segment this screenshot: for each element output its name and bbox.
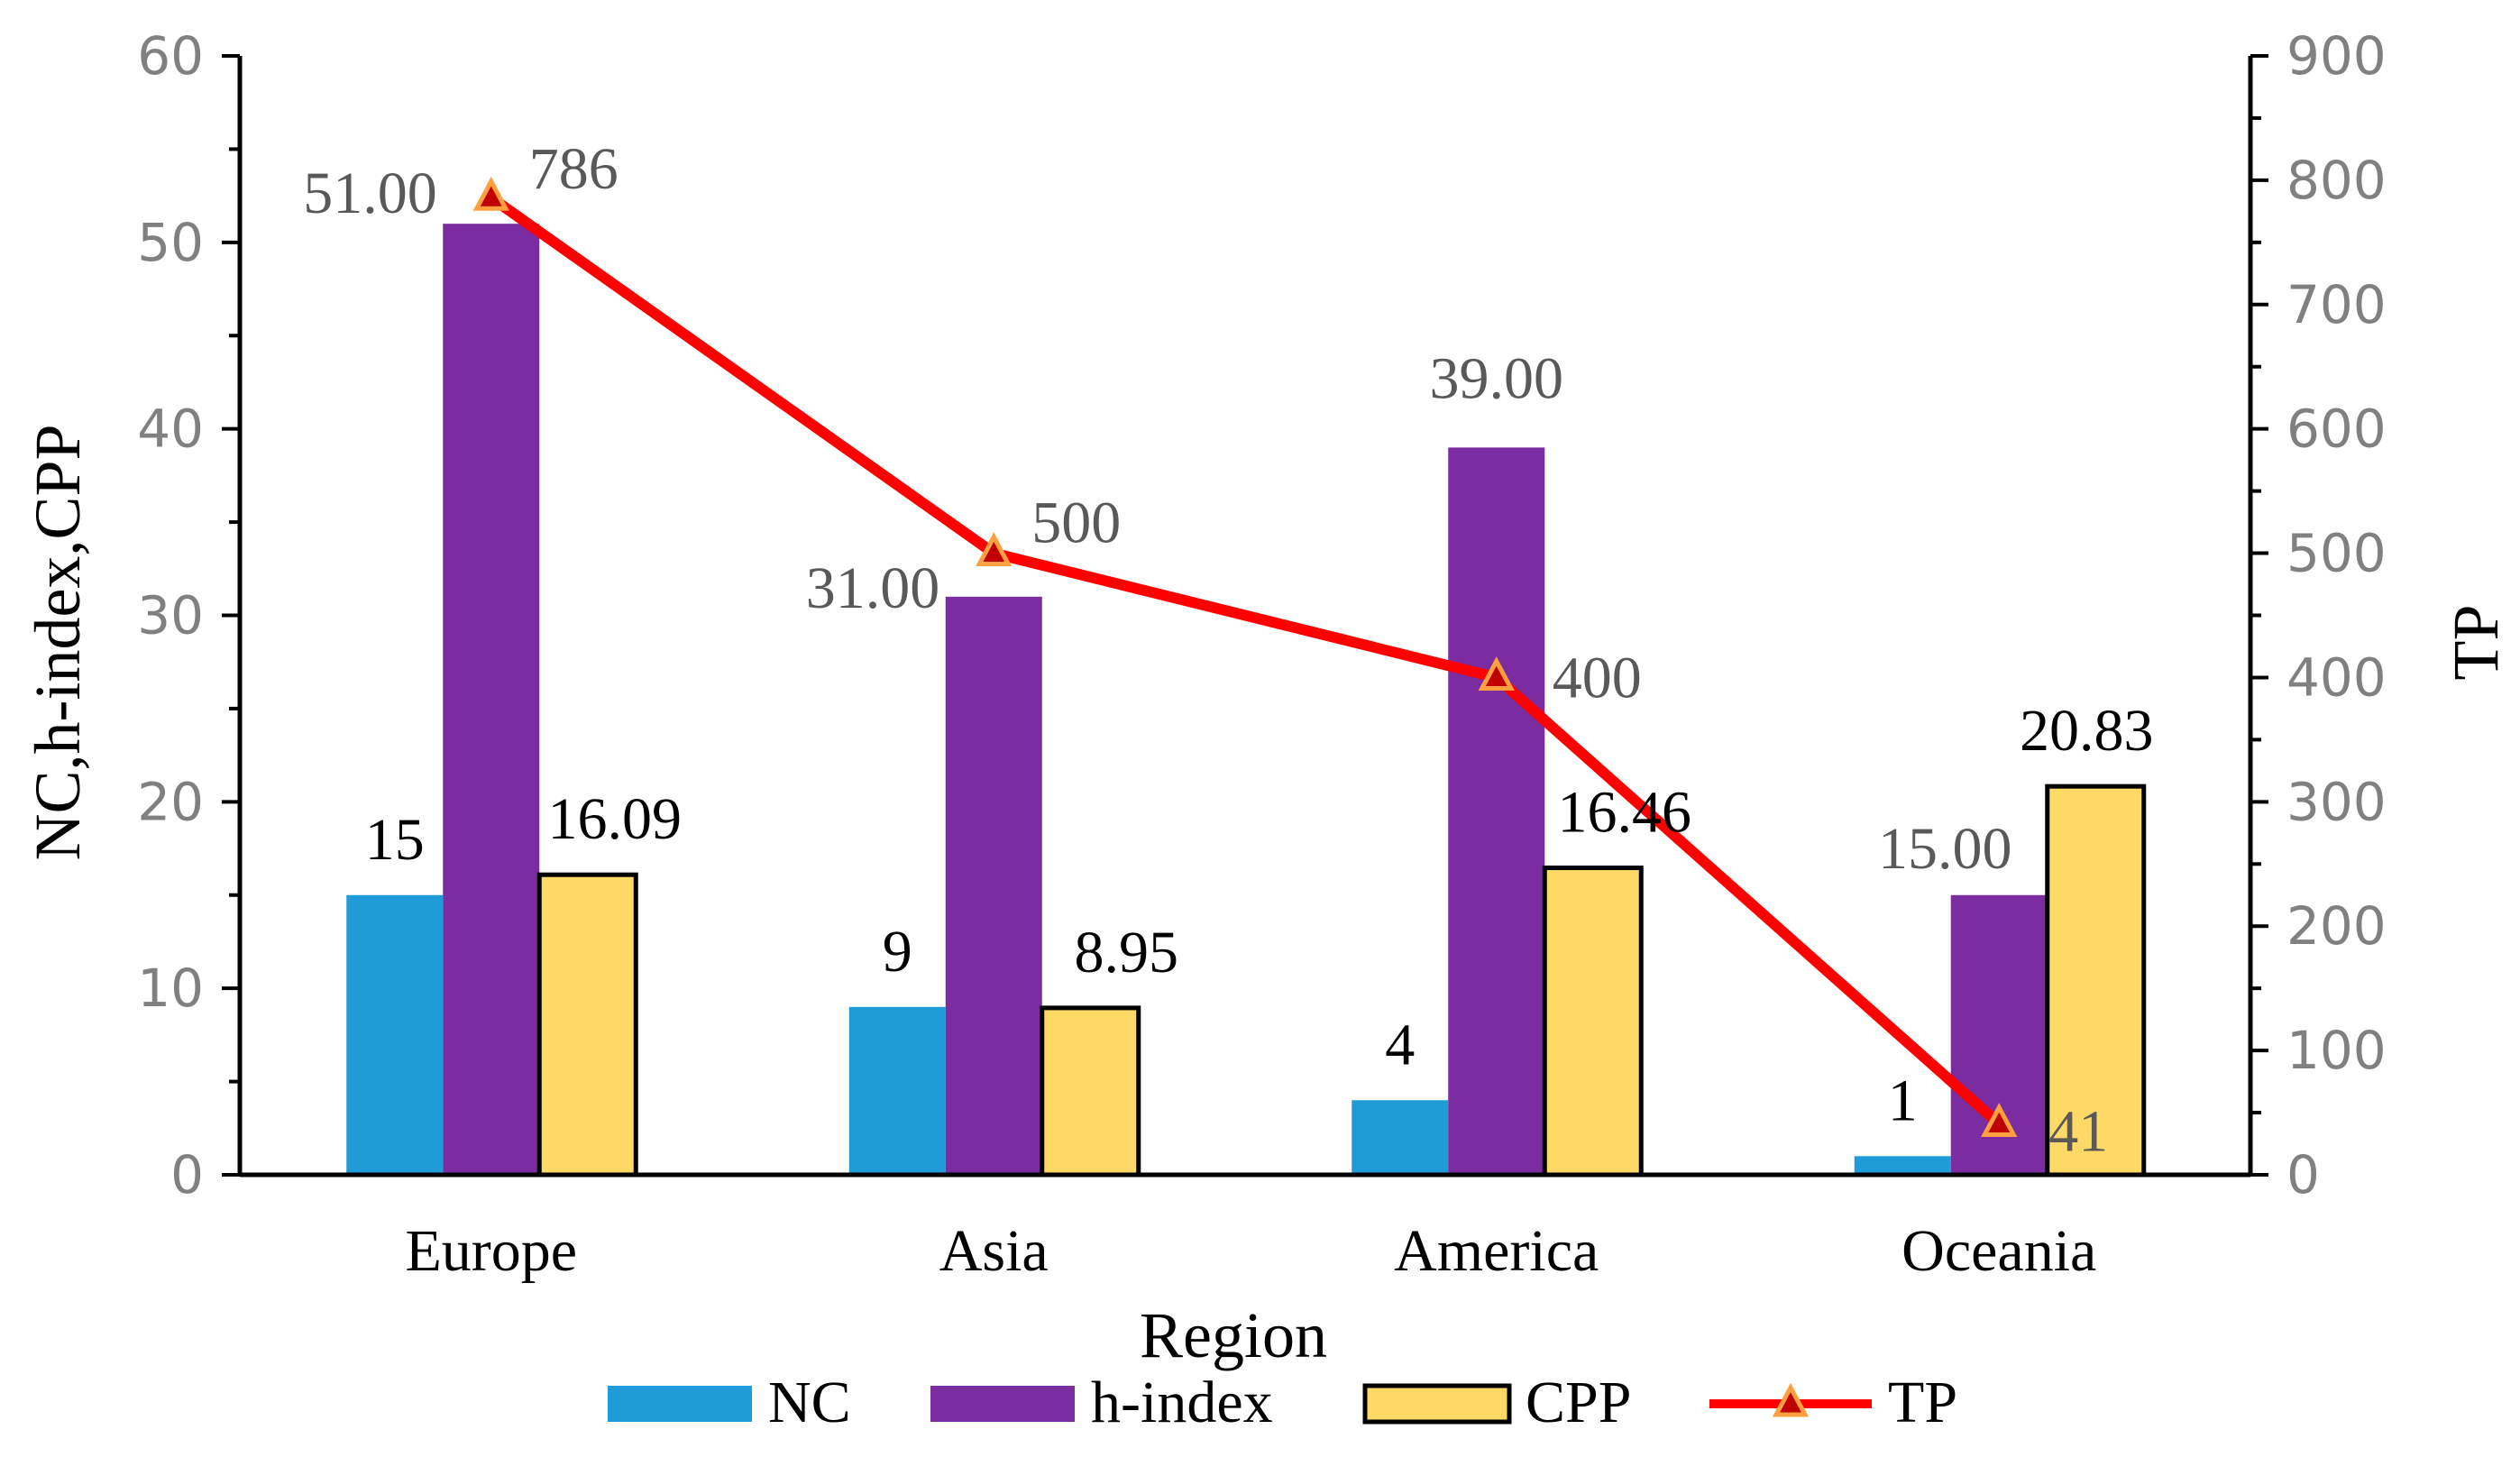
x-axis-title: Region (1140, 1299, 1327, 1371)
legend-label-tp: TP (1888, 1370, 1957, 1435)
tp-marker-america (1478, 656, 1515, 691)
data-label-nc-europe: 15 (365, 807, 425, 873)
bar-nc-oceania (1854, 1156, 1951, 1175)
legend-swatch-cpp (1362, 1383, 1512, 1425)
left-tick-label: 30 (137, 585, 204, 646)
x-tick-label-asia: Asia (939, 1218, 1049, 1284)
legend-label-h-index: h-index (1091, 1370, 1273, 1435)
legend-marker-tp (1772, 1382, 1810, 1417)
legend-label-cpp: CPP (1526, 1370, 1631, 1435)
left-tick-label: 10 (137, 958, 204, 1019)
bar-cpp-oceania (2045, 783, 2147, 1178)
right-tick-label: 500 (2286, 523, 2387, 584)
data-label-hindex-asia: 31.00 (806, 555, 940, 621)
series-line-tp (488, 193, 2003, 1128)
data-label-nc-america: 4 (1385, 1012, 1415, 1077)
right-tick-label: 800 (2286, 150, 2387, 211)
bar-cpp-europe (536, 872, 638, 1178)
bar-nc-europe (346, 894, 444, 1175)
data-label-nc-asia: 9 (883, 919, 912, 985)
right-tick-label: 600 (2286, 399, 2387, 460)
data-label-hindex-europe: 51.00 (303, 160, 437, 226)
bar-h-index-asia (945, 596, 1042, 1175)
right-tick-label: 900 (2286, 25, 2387, 87)
right-tick-label: 700 (2286, 274, 2387, 335)
bar-cpp-america (1542, 866, 1644, 1178)
left-axis-title: NC,h-index,CPP (22, 424, 94, 860)
bar-nc-america (1352, 1100, 1449, 1175)
bar-nc-asia (848, 1006, 946, 1175)
x-tick-label-oceania: Oceania (1901, 1218, 2096, 1284)
right-tick-label: 400 (2286, 646, 2387, 708)
tp-marker-europe (472, 176, 509, 211)
data-label-cpp-america: 16.46 (1558, 780, 1692, 846)
bar-cpp-asia (1040, 1005, 1141, 1178)
data-label-hindex-oceania: 15.00 (1878, 816, 2012, 882)
left-tick-label: 20 (137, 771, 204, 832)
data-label-tp-asia: 500 (1031, 490, 1121, 556)
data-label-tp-europe: 786 (529, 136, 619, 202)
tp-marker-oceania (1981, 1103, 2018, 1137)
left-tick-label: 50 (137, 212, 204, 273)
right-axis-title: TP (2440, 604, 2512, 680)
left-tick-label: 0 (170, 1144, 204, 1205)
data-label-cpp-oceania: 20.83 (2020, 698, 2154, 764)
tp-marker-asia (976, 532, 1013, 567)
bar-h-index-america (1448, 447, 1545, 1176)
data-label-nc-oceania: 1 (1888, 1068, 1918, 1133)
bar-h-index-europe (443, 224, 540, 1175)
right-tick-label: 100 (2286, 1020, 2387, 1081)
right-tick-label: 0 (2286, 1144, 2320, 1205)
right-tick-label: 200 (2286, 895, 2387, 957)
data-label-tp-oceania: 41 (2048, 1098, 2108, 1164)
legend-swatch-nc (608, 1386, 752, 1422)
x-tick-label-america: America (1394, 1218, 1599, 1284)
x-tick-label-europe: Europe (405, 1218, 577, 1284)
data-label-hindex-america: 39.00 (1430, 345, 1564, 411)
left-tick-label: 40 (137, 399, 204, 460)
legend-swatch-h-index (930, 1386, 1075, 1422)
right-tick-label: 300 (2286, 771, 2387, 832)
left-tick-label: 60 (137, 25, 204, 87)
data-label-tp-america: 400 (1553, 645, 1642, 710)
legend-label-nc: NC (768, 1370, 851, 1435)
data-label-cpp-asia: 8.95 (1075, 920, 1179, 985)
data-label-cpp-europe: 16.09 (548, 786, 683, 852)
